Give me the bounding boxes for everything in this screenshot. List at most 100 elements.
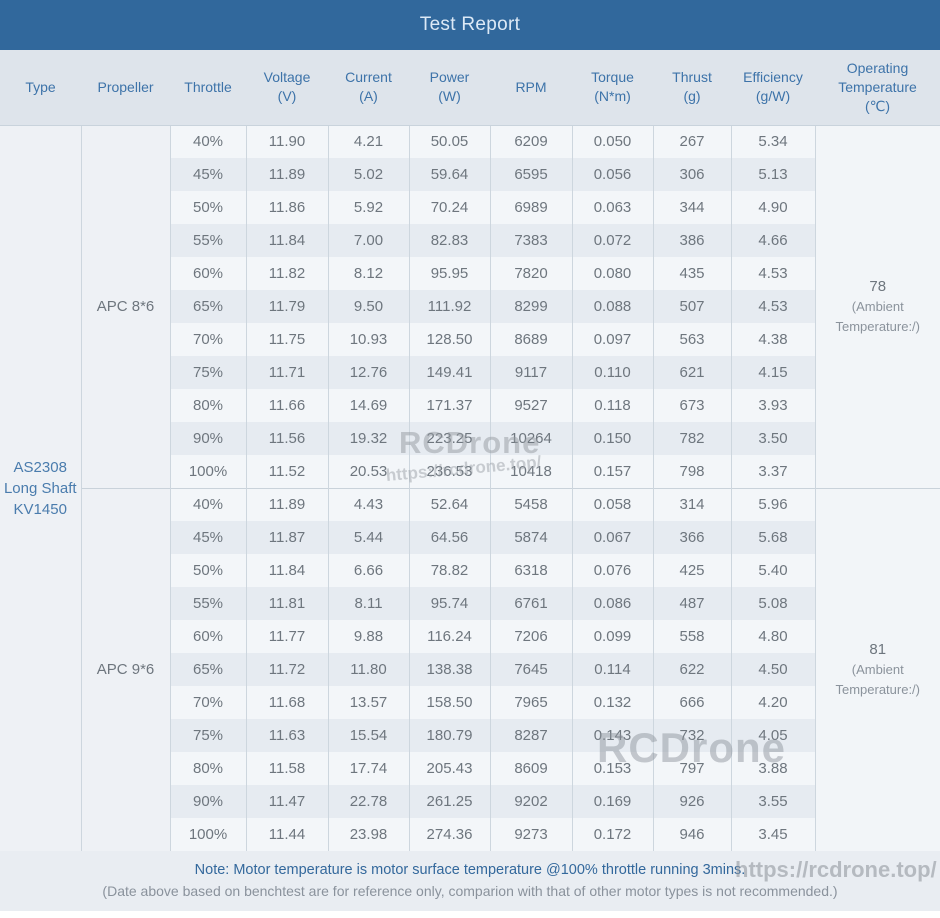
table-cell: 9.88: [327, 620, 409, 653]
table-cell: 158.50: [408, 686, 490, 719]
table-cell: 9117: [489, 356, 572, 389]
table-cell: 0.058: [571, 487, 653, 521]
table-cell: 111.92: [408, 290, 490, 323]
table-cell: 11.44: [245, 818, 328, 851]
table-cell: 3.37: [730, 455, 815, 488]
table-cell: 11.66: [245, 389, 328, 422]
table-header: Type Propeller Throttle Voltage (V) Current (A…: [0, 50, 940, 126]
propeller-cell: APC 9*6: [80, 487, 170, 851]
table-cell: 40%: [169, 125, 246, 158]
table-cell: 11.75: [245, 323, 328, 356]
column-header-type: Type: [0, 50, 81, 126]
test-report-table: Type Propeller Throttle Voltage (V) Current (A…: [0, 50, 940, 851]
table-cell: 11.58: [245, 752, 328, 785]
table-cell: 11.84: [245, 224, 328, 257]
table-cell: 261.25: [408, 785, 490, 818]
table-cell: 4.05: [730, 719, 815, 752]
table-row: APC 9*6 40% 11.89 4.43 52.64 5458 0.058 314 5.96…: [0, 487, 940, 851]
table-cell: 0.150: [571, 422, 653, 455]
table-cell: 0.076: [571, 554, 653, 587]
table-cell: 7383: [489, 224, 572, 257]
table-cell: 11.63: [245, 719, 328, 752]
table-cell: 11.89: [245, 487, 328, 521]
table-cell: 11.77: [245, 620, 328, 653]
table-cell: 116.24: [408, 620, 490, 653]
table-row: 50% 11.86 5.92 70.24 6989 0.063 344 4.90: [0, 191, 940, 224]
table-row: 75% 11.71 12.76 149.41 9117 0.110 621 4.15: [0, 356, 940, 389]
footer-notes: Note: Motor temperature is motor surface…: [0, 851, 940, 911]
table-cell: 673: [652, 389, 731, 422]
table-cell: 7.00: [327, 224, 409, 257]
table-cell: 80%: [169, 389, 246, 422]
table-row: AS2308 Long Shaft KV1450 APC 8*6 40% 11.90 4.2…: [0, 125, 940, 851]
table-cell: 314: [652, 487, 731, 521]
table-row: 90% 11.56 19.32 223.25 10264 0.150 782 3.50: [0, 422, 940, 455]
table-cell: 45%: [169, 158, 246, 191]
table-cell: 4.90: [730, 191, 815, 224]
table-cell: 128.50: [408, 323, 490, 356]
table-cell: 8689: [489, 323, 572, 356]
table-cell: 19.32: [327, 422, 409, 455]
table-cell: 11.71: [245, 356, 328, 389]
table-cell: 17.74: [327, 752, 409, 785]
table-row: 70% 11.68 13.57 158.50 7965 0.132 666 4.20: [0, 686, 940, 719]
table-cell: 6595: [489, 158, 572, 191]
table-cell: 306: [652, 158, 731, 191]
table-cell: 666: [652, 686, 731, 719]
table-cell: 60%: [169, 620, 246, 653]
table-cell: 0.110: [571, 356, 653, 389]
table-cell: 8287: [489, 719, 572, 752]
table-cell: 10.93: [327, 323, 409, 356]
table-cell: 4.43: [327, 487, 409, 521]
table-cell: 0.067: [571, 521, 653, 554]
table-cell: 11.82: [245, 257, 328, 290]
table-cell: 80%: [169, 752, 246, 785]
table-row: 60% 11.82 8.12 95.95 7820 0.080 435 4.53: [0, 257, 940, 290]
table-cell: 95.74: [408, 587, 490, 620]
table-cell: 5.13: [730, 158, 815, 191]
table-cell: 4.50: [730, 653, 815, 686]
table-cell: 5.44: [327, 521, 409, 554]
table-cell: 4.53: [730, 257, 815, 290]
table-cell: 23.98: [327, 818, 409, 851]
table-cell: 267: [652, 125, 731, 158]
table-cell: 11.72: [245, 653, 328, 686]
table-cell: 11.86: [245, 191, 328, 224]
table-cell: 180.79: [408, 719, 490, 752]
table-cell: 0.172: [571, 818, 653, 851]
table-cell: 5.02: [327, 158, 409, 191]
table-row: 100% 11.44 23.98 274.36 9273 0.172 946 3.45: [0, 818, 940, 851]
table-cell: 487: [652, 587, 731, 620]
table-cell: 435: [652, 257, 731, 290]
table-cell: 59.64: [408, 158, 490, 191]
column-header-operating-temperature: Operating Temperature (℃): [815, 50, 940, 126]
table-cell: 558: [652, 620, 731, 653]
table-cell: 732: [652, 719, 731, 752]
table-cell: 4.15: [730, 356, 815, 389]
table-cell: 6989: [489, 191, 572, 224]
table-cell: 0.143: [571, 719, 653, 752]
column-header-propeller: Propeller: [81, 50, 170, 126]
table-cell: 946: [652, 818, 731, 851]
table-cell: 7965: [489, 686, 572, 719]
table-cell: 223.25: [408, 422, 490, 455]
table-cell: 64.56: [408, 521, 490, 554]
table-cell: 926: [652, 785, 731, 818]
propeller-cell: APC 8*6: [80, 125, 170, 488]
table-cell: 4.53: [730, 290, 815, 323]
table-cell: 70.24: [408, 191, 490, 224]
table-row: 55% 11.81 8.11 95.74 6761 0.086 487 5.08: [0, 587, 940, 620]
table-row: 65% 11.79 9.50 111.92 8299 0.088 507 4.53: [0, 290, 940, 323]
table-cell: 11.87: [245, 521, 328, 554]
table-cell: 0.086: [571, 587, 653, 620]
table-cell: 5.08: [730, 587, 815, 620]
table-cell: 0.099: [571, 620, 653, 653]
table-cell: 65%: [169, 653, 246, 686]
table-cell: 78.82: [408, 554, 490, 587]
table-cell: 366: [652, 521, 731, 554]
table-cell: 20.53: [327, 455, 409, 488]
motor-type-cell: AS2308 Long Shaft KV1450: [0, 125, 81, 851]
table-cell: 344: [652, 191, 731, 224]
table-cell: 7206: [489, 620, 572, 653]
